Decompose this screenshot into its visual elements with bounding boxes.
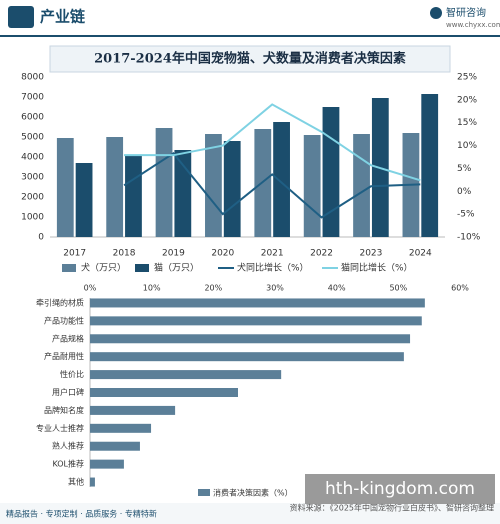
x-tick-label: 40%	[328, 284, 346, 293]
bar	[90, 459, 124, 469]
bar	[56, 138, 74, 237]
y2-tick-label: 5%	[457, 164, 472, 174]
legend-swatch	[135, 264, 149, 272]
x-tick-label: 10%	[143, 284, 161, 293]
footer-source: 资料来源：《2025年中国宠物行业白皮书》、智研咨询整理	[290, 503, 494, 513]
section-icon	[8, 6, 34, 28]
y-tick-label: 8000	[21, 73, 44, 83]
y-tick-label: 2000	[21, 193, 44, 203]
y-tick-label: 1000	[21, 213, 44, 223]
line-series	[124, 103, 421, 182]
y-tick-label: 专业人士推荐	[36, 423, 84, 433]
y-tick-label: 3000	[21, 173, 44, 183]
brand: 智研咨询	[446, 6, 486, 19]
legend-label: 猫（万只）	[154, 262, 199, 274]
footer-band	[0, 503, 500, 524]
bar	[155, 128, 173, 237]
y-tick-label: 产品规格	[52, 333, 84, 343]
y2-tick-label: 15%	[457, 118, 477, 128]
bar	[90, 334, 411, 344]
bar	[90, 298, 425, 308]
x-tick-label: 2023	[359, 249, 382, 259]
bar	[223, 141, 241, 237]
y2-tick-label: 20%	[457, 95, 477, 105]
bar	[90, 441, 140, 451]
watermark: hth-kingdom.com	[325, 479, 475, 499]
x-tick-label: 2017	[63, 249, 86, 259]
y-tick-label: 熟人推荐	[52, 441, 84, 451]
chart-title: 2017-2024年中国宠物猫、犬数量及消费者决策因素	[94, 51, 406, 67]
legend-label: 犬同比增长（%）	[237, 262, 309, 274]
bar	[421, 94, 439, 237]
bar	[273, 122, 290, 237]
legend-swatch	[62, 264, 76, 272]
x-tick-label: 2022	[310, 249, 333, 259]
x-tick-label: 2020	[211, 249, 234, 259]
footer-services: 精品报告 · 专项定制 · 品质服务 · 专精特新	[6, 509, 157, 519]
bar	[125, 156, 142, 237]
x-tick-label: 2024	[409, 249, 432, 259]
y-tick-label: 7000	[21, 93, 44, 103]
y-tick-label: 牵引绳的材质	[36, 297, 84, 307]
bar	[90, 316, 422, 326]
x-tick-label: 50%	[389, 284, 407, 293]
section-title: 产业链	[40, 8, 86, 26]
y2-tick-label: 10%	[457, 141, 477, 151]
x-tick-label: 2021	[261, 249, 284, 259]
y-tick-label: KOL推荐	[52, 459, 84, 469]
x-tick-label: 2018	[113, 249, 136, 259]
y-tick-label: 0	[38, 233, 44, 243]
y2-tick-label: -10%	[457, 233, 481, 243]
y-tick-label: 性价比	[60, 369, 84, 379]
bar	[106, 137, 124, 237]
bar	[322, 107, 340, 237]
bar	[205, 134, 222, 237]
x-tick-label: 60%	[451, 284, 469, 293]
bar	[174, 150, 192, 237]
x-tick-label: 0%	[84, 284, 97, 293]
bar	[90, 388, 238, 397]
watermark-box	[305, 474, 495, 504]
bar	[90, 477, 95, 487]
y2-tick-label: 25%	[457, 73, 477, 83]
y-tick-label: 4000	[21, 153, 44, 163]
x-tick-label: 30%	[266, 284, 284, 293]
legend-label: 消费者决策因素（%）	[213, 488, 293, 498]
bar	[303, 135, 321, 237]
y-tick-label: 产品耐用性	[44, 351, 84, 361]
y-tick-label: 5000	[21, 133, 44, 143]
brand-logo	[430, 7, 442, 19]
y-tick-label: 6000	[21, 113, 44, 123]
x-tick-label: 20%	[204, 284, 222, 293]
y2-tick-label: -5%	[457, 210, 475, 220]
brand-url: www.chyxx.com	[446, 21, 500, 29]
x-tick-label: 2019	[162, 249, 185, 259]
bar	[90, 405, 176, 415]
y-tick-label: 其他	[68, 477, 84, 487]
bar	[90, 423, 152, 433]
bar	[353, 134, 370, 237]
y-tick-label: 产品功能性	[44, 315, 84, 325]
y2-tick-label: 0%	[457, 187, 472, 197]
legend-label: 犬（万只）	[81, 262, 126, 274]
bar	[90, 370, 282, 380]
y-tick-label: 品牌知名度	[44, 405, 84, 415]
legend-label: 猫同比增长（%）	[341, 262, 413, 274]
title-box	[49, 45, 451, 73]
legend-swatch	[198, 489, 210, 496]
bar	[75, 163, 93, 237]
line-series	[123, 152, 421, 219]
y-tick-label: 用户口碑	[52, 387, 84, 397]
bar	[90, 352, 404, 362]
